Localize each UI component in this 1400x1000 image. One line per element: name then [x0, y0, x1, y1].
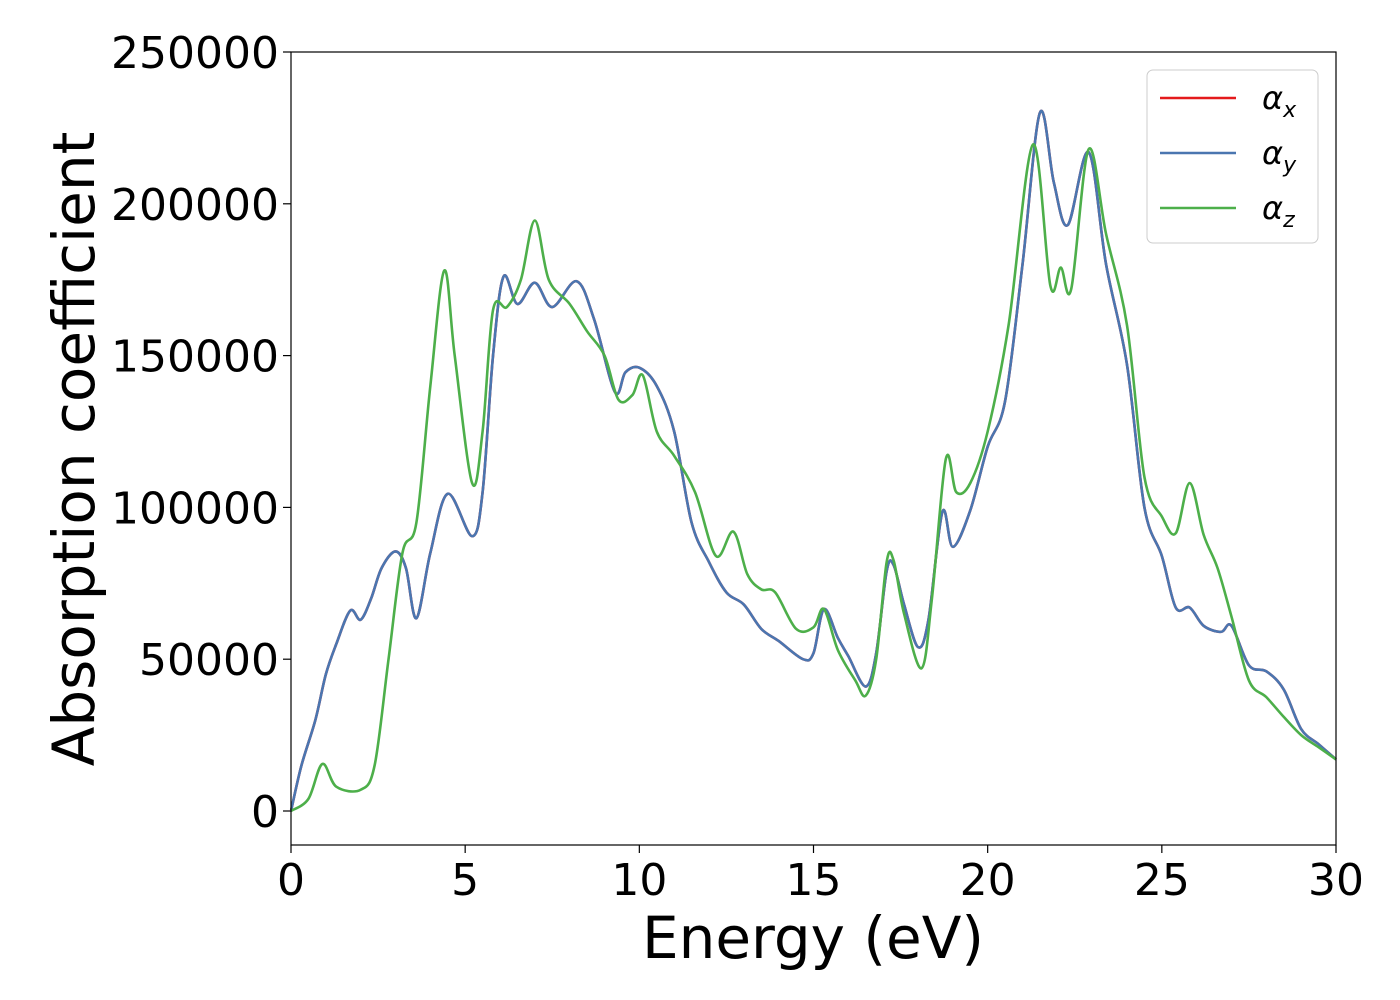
legend-label: αy [1262, 134, 1297, 178]
y-tick-label: 50000 [139, 635, 279, 686]
y-tick-label: 100000 [111, 483, 279, 534]
x-tick-label: 0 [277, 855, 305, 906]
legend-box [1146, 69, 1319, 244]
x-tick-label: 20 [960, 855, 1016, 906]
x-axis-label: Energy (eV) [642, 904, 984, 972]
legend-label: αz [1262, 189, 1295, 233]
x-tick-label: 25 [1134, 855, 1190, 906]
y-tick-label: 0 [251, 787, 279, 838]
data-line [290, 143, 1337, 813]
y-tick-label: 250000 [111, 28, 279, 79]
x-tick-label: 30 [1308, 855, 1364, 906]
y-tick-label: 150000 [111, 332, 279, 383]
x-tick-label: 5 [451, 855, 479, 906]
y-axis-label: Absorption coefficient [40, 132, 108, 767]
legend-label: αx [1262, 79, 1297, 123]
plot-frame [290, 51, 1337, 846]
y-tick-label: 200000 [111, 180, 279, 231]
x-tick-label: 15 [786, 855, 842, 906]
x-tick-label: 10 [611, 855, 667, 906]
